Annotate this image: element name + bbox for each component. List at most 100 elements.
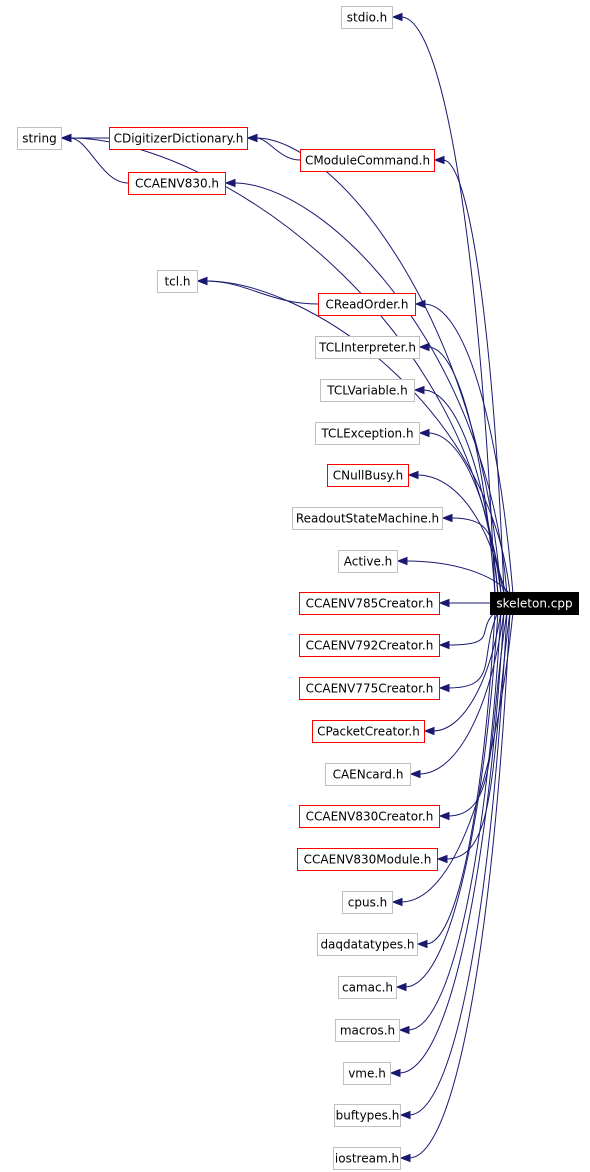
node-v785creator[interactable]: CCAENV785Creator.h xyxy=(299,592,440,615)
node-tclinterp-label: TCLInterpreter.h xyxy=(318,341,416,355)
edge-cmodulecmd-to-cdigitizer xyxy=(255,137,301,161)
arrowhead-skeleton-to-v830creator xyxy=(438,811,450,821)
arrowhead-skeleton-to-tclexception xyxy=(418,428,430,438)
node-cpus-label: cpus.h xyxy=(348,896,388,910)
arrowhead-skeleton-to-vme xyxy=(389,1068,401,1078)
edge-skeleton-to-camac xyxy=(404,611,499,988)
node-tcl: tcl.h xyxy=(157,270,198,293)
edge-skeleton-to-cdigitizer xyxy=(255,137,502,595)
node-cmodulecmd-box xyxy=(300,149,435,172)
node-creadorder-box xyxy=(318,293,416,316)
node-buftypes-box xyxy=(334,1104,401,1127)
arrowhead-ccaenv830-to-string xyxy=(60,133,72,143)
node-cpacketcreator[interactable]: CPacketCreator.h xyxy=(312,720,425,743)
arrowhead-skeleton-to-v785creator xyxy=(438,598,450,608)
edge-skeleton-to-active xyxy=(405,560,511,595)
node-daqdatatypes: daqdatatypes.h xyxy=(317,933,418,956)
arrowhead-skeleton-to-readoutsm xyxy=(441,513,453,523)
edge-skeleton-to-creadorder xyxy=(423,303,514,595)
node-creadorder[interactable]: CReadOrder.h xyxy=(318,293,416,316)
node-tclexception-label: TCLException.h xyxy=(320,427,413,441)
node-vme-label: vme.h xyxy=(348,1067,386,1081)
edge-creadorder-to-tcl xyxy=(205,280,319,305)
node-cnullbusy-label: CNullBusy.h xyxy=(333,469,404,483)
node-cnullbusy[interactable]: CNullBusy.h xyxy=(327,464,409,487)
edge-skeleton-to-tclvariable xyxy=(422,389,499,595)
arrowhead-skeleton-to-cpacketcreator xyxy=(423,726,435,736)
node-v785creator-box xyxy=(299,592,440,615)
edge-skeleton-to-caencard xyxy=(418,611,505,775)
node-macros: macros.h xyxy=(335,1019,400,1042)
edge-ccaenv830-to-string xyxy=(69,137,129,184)
arrowhead-skeleton-to-cmodulecmd xyxy=(433,155,445,165)
arrowhead-skeleton-to-cnullbusy xyxy=(407,470,419,480)
node-stdio-box xyxy=(341,6,393,29)
arrowhead-cmodulecmd-to-cdigitizer xyxy=(246,133,258,143)
edge-skeleton-to-tclinterp xyxy=(427,346,496,595)
node-cpacketcreator-label: CPacketCreator.h xyxy=(317,725,420,739)
node-cmodulecmd-label: CModuleCommand.h xyxy=(305,154,430,168)
arrowhead-skeleton-to-iostream xyxy=(399,1153,411,1163)
node-macros-box xyxy=(335,1019,400,1042)
node-cnullbusy-box xyxy=(327,464,409,487)
arrowhead-skeleton-to-ccaenv830 xyxy=(224,178,236,188)
node-creadorder-label: CReadOrder.h xyxy=(326,298,409,312)
node-skeleton-box xyxy=(490,592,579,615)
node-skeleton-label: skeleton.cpp xyxy=(496,597,572,611)
node-vme: vme.h xyxy=(343,1062,391,1085)
arrowhead-skeleton-to-tclinterp xyxy=(418,342,430,352)
node-cpacketcreator-box xyxy=(312,720,425,743)
edge-skeleton-to-vme xyxy=(398,611,505,1074)
node-readoutsm: ReadoutStateMachine.h xyxy=(292,507,443,530)
arrowhead-skeleton-to-tclvariable xyxy=(413,385,425,395)
arrowhead-skeleton-to-v775creator xyxy=(438,683,450,693)
node-vme-box xyxy=(343,1062,391,1085)
node-active-box xyxy=(338,550,398,573)
node-v775creator-label: CCAENV775Creator.h xyxy=(306,682,434,696)
node-v775creator-box xyxy=(299,677,440,700)
edge-skeleton-to-tcl xyxy=(205,280,511,595)
edge-skeleton-to-buftypes xyxy=(408,611,508,1116)
node-active: Active.h xyxy=(338,550,398,573)
node-stdio-label: stdio.h xyxy=(347,11,387,25)
node-readoutsm-label: ReadoutStateMachine.h xyxy=(296,512,439,526)
node-tcl-box xyxy=(157,270,198,293)
arrowhead-skeleton-to-v830module xyxy=(436,854,448,864)
node-v775creator[interactable]: CCAENV775Creator.h xyxy=(299,677,440,700)
node-ccaenv830-label: CCAENV830.h xyxy=(135,177,219,191)
arrowhead-skeleton-to-cpus xyxy=(391,897,403,907)
node-v785creator-label: CCAENV785Creator.h xyxy=(306,597,434,611)
node-iostream-label: iostream.h xyxy=(335,1152,399,1166)
node-v830creator-box xyxy=(299,805,440,828)
node-buftypes-label: buftypes.h xyxy=(336,1109,400,1123)
node-v792creator[interactable]: CCAENV792Creator.h xyxy=(299,634,440,657)
node-camac: camac.h xyxy=(338,976,397,999)
node-ccaenv830[interactable]: CCAENV830.h xyxy=(128,172,226,195)
node-daqdatatypes-box xyxy=(317,933,418,956)
node-tclinterp: TCLInterpreter.h xyxy=(315,336,420,359)
arrowhead-creadorder-to-tcl xyxy=(196,276,208,286)
node-v830creator-label: CCAENV830Creator.h xyxy=(306,810,434,824)
node-v830module[interactable]: CCAENV830Module.h xyxy=(297,848,438,871)
node-cdigitizer[interactable]: CDigitizerDictionary.h xyxy=(109,127,248,150)
arrowhead-skeleton-to-buftypes xyxy=(399,1110,411,1120)
edge-skeleton-to-cnullbusy xyxy=(416,474,505,595)
node-cpus: cpus.h xyxy=(342,891,393,914)
node-v830module-box xyxy=(297,848,438,871)
arrowhead-skeleton-to-creadorder xyxy=(414,299,426,309)
node-iostream-box xyxy=(333,1147,401,1170)
edge-skeleton-to-readoutsm xyxy=(450,517,508,595)
node-tclvariable: TCLVariable.h xyxy=(320,379,415,402)
node-tclexception-box xyxy=(315,422,420,445)
node-daqdatatypes-label: daqdatatypes.h xyxy=(320,938,414,952)
node-v830creator[interactable]: CCAENV830Creator.h xyxy=(299,805,440,828)
edge-skeleton-to-iostream xyxy=(408,611,511,1159)
node-tclexception: TCLException.h xyxy=(315,422,420,445)
node-string-label: string xyxy=(22,132,56,146)
arrowhead-skeleton-to-v792creator xyxy=(438,640,450,650)
edge-skeleton-to-cmodulecmd xyxy=(442,159,505,595)
node-camac-box xyxy=(338,976,397,999)
node-cmodulecmd[interactable]: CModuleCommand.h xyxy=(300,149,435,172)
arrowhead-skeleton-to-macros xyxy=(398,1025,410,1035)
